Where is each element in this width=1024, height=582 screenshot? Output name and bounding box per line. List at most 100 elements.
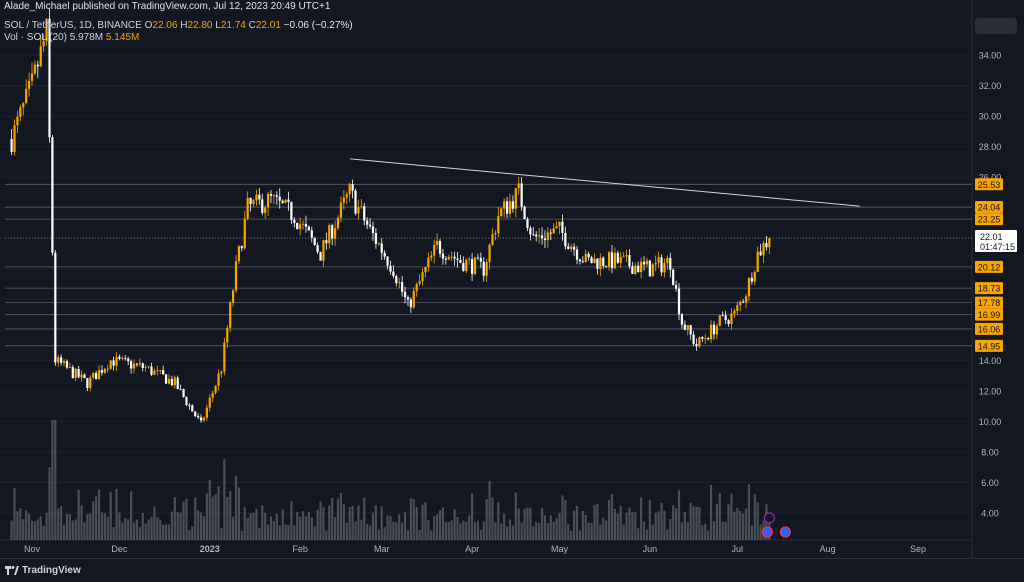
volume-bar bbox=[60, 506, 63, 540]
low-label: L bbox=[215, 20, 221, 31]
volume-bar bbox=[269, 516, 273, 540]
volume-bar bbox=[666, 529, 669, 540]
x-axis: Nov Dec 2023 Feb Mar Apr May Jun Jul Aug Sep bbox=[24, 544, 926, 554]
volume-bar bbox=[424, 502, 427, 540]
level-label: 14.95 bbox=[978, 341, 1001, 351]
candle-body bbox=[730, 313, 733, 324]
candle-body bbox=[240, 246, 243, 249]
candle-body bbox=[36, 64, 39, 67]
settings-box[interactable] bbox=[975, 18, 1017, 34]
candle-body bbox=[80, 374, 83, 378]
candle-body bbox=[339, 202, 343, 218]
candle-body bbox=[747, 277, 751, 297]
volume-bar bbox=[401, 522, 404, 540]
candle-body bbox=[48, 18, 51, 138]
candle-body bbox=[261, 199, 264, 214]
trendline[interactable] bbox=[349, 158, 860, 207]
candle-body bbox=[607, 252, 611, 267]
price-chart[interactable]: 34.0032.0030.0028.0026.0024.0022.0020.00… bbox=[0, 0, 1024, 558]
x-tick-label: Jun bbox=[643, 544, 658, 554]
volume-bar bbox=[331, 498, 334, 540]
candle-body bbox=[252, 200, 255, 204]
volume-bar bbox=[100, 512, 104, 540]
candle-body bbox=[77, 368, 80, 378]
volume-bar bbox=[334, 516, 337, 540]
volume-bar bbox=[389, 516, 392, 540]
candle-body bbox=[412, 290, 415, 308]
candle-body bbox=[307, 226, 310, 231]
volume-bar bbox=[628, 507, 631, 540]
candle-body bbox=[33, 64, 37, 74]
level-label-box bbox=[975, 308, 1003, 321]
candle-body bbox=[16, 116, 19, 126]
volume-bar bbox=[374, 505, 378, 540]
candle-body bbox=[138, 363, 141, 365]
x-tick-label: Mar bbox=[374, 544, 390, 554]
candle-body bbox=[750, 277, 753, 282]
candle-body bbox=[701, 336, 704, 339]
candle-body bbox=[436, 241, 439, 245]
candle-body bbox=[570, 246, 573, 249]
volume-bar bbox=[584, 514, 587, 540]
candle-body bbox=[497, 216, 500, 234]
volume-bar bbox=[508, 519, 512, 540]
volume-bar bbox=[217, 486, 220, 540]
volume-bar bbox=[736, 508, 739, 540]
candle-body bbox=[45, 18, 48, 41]
volume-bar bbox=[109, 491, 112, 540]
horizontal-levels bbox=[5, 183, 972, 347]
volume-bar bbox=[211, 496, 214, 540]
level-label: 24.04 bbox=[978, 203, 1001, 213]
candle-body bbox=[430, 255, 433, 258]
candle-body bbox=[234, 261, 238, 291]
volume-legend[interactable]: Vol · SOL (20) 5.978M 5.145M bbox=[4, 32, 139, 43]
candle-body bbox=[179, 388, 182, 390]
volume-bar bbox=[48, 467, 51, 540]
volume-bar bbox=[368, 525, 372, 540]
event-markers[interactable] bbox=[761, 512, 791, 538]
volume-bar bbox=[511, 525, 514, 540]
volume-bar bbox=[572, 510, 576, 540]
candle-body bbox=[715, 325, 719, 335]
candle-body bbox=[625, 255, 628, 257]
published-line: Alade_Michael published on TradingView.c… bbox=[4, 1, 331, 12]
candle-body bbox=[526, 218, 529, 228]
volume-bar bbox=[51, 420, 54, 540]
candle-body bbox=[106, 368, 109, 370]
candle-body bbox=[517, 183, 520, 189]
volume-bar bbox=[468, 515, 471, 540]
candle-body bbox=[657, 257, 660, 264]
volume-bar bbox=[310, 517, 313, 540]
candle-body bbox=[762, 242, 765, 256]
candle-body bbox=[10, 138, 13, 153]
candle-body bbox=[301, 223, 305, 225]
volume-bar bbox=[634, 512, 637, 540]
candle-body bbox=[558, 221, 561, 227]
volume-bar bbox=[648, 499, 651, 540]
volume-bar bbox=[129, 491, 133, 540]
candle-body bbox=[100, 370, 104, 373]
candle-body bbox=[115, 356, 118, 366]
tradingview-logo-icon[interactable] bbox=[5, 566, 19, 575]
candle-body bbox=[409, 299, 412, 308]
level-label-box bbox=[975, 178, 1003, 191]
candle-body bbox=[249, 197, 252, 204]
candle-body bbox=[229, 302, 232, 328]
footer-brand[interactable]: TradingView bbox=[22, 565, 81, 576]
candle-body bbox=[619, 256, 622, 263]
y-tick-label: 34.00 bbox=[979, 51, 1002, 61]
candle-body bbox=[194, 411, 197, 417]
candle-body bbox=[345, 194, 348, 198]
volume-bar bbox=[619, 506, 622, 540]
y-tick-label: 6.00 bbox=[981, 478, 999, 488]
candle-body bbox=[150, 366, 153, 375]
symbol-legend[interactable]: SOL / TetherUS, 1D, BINANCE O22.06 H22.8… bbox=[4, 20, 353, 31]
volume-bar bbox=[561, 495, 564, 540]
high-value: 22.80 bbox=[187, 20, 213, 31]
volume-bar bbox=[552, 521, 555, 540]
volume-bar bbox=[727, 504, 730, 540]
candle-body bbox=[39, 46, 42, 67]
volume-bar bbox=[19, 508, 22, 540]
volume-bar bbox=[264, 512, 267, 540]
volume-bar bbox=[16, 511, 19, 540]
